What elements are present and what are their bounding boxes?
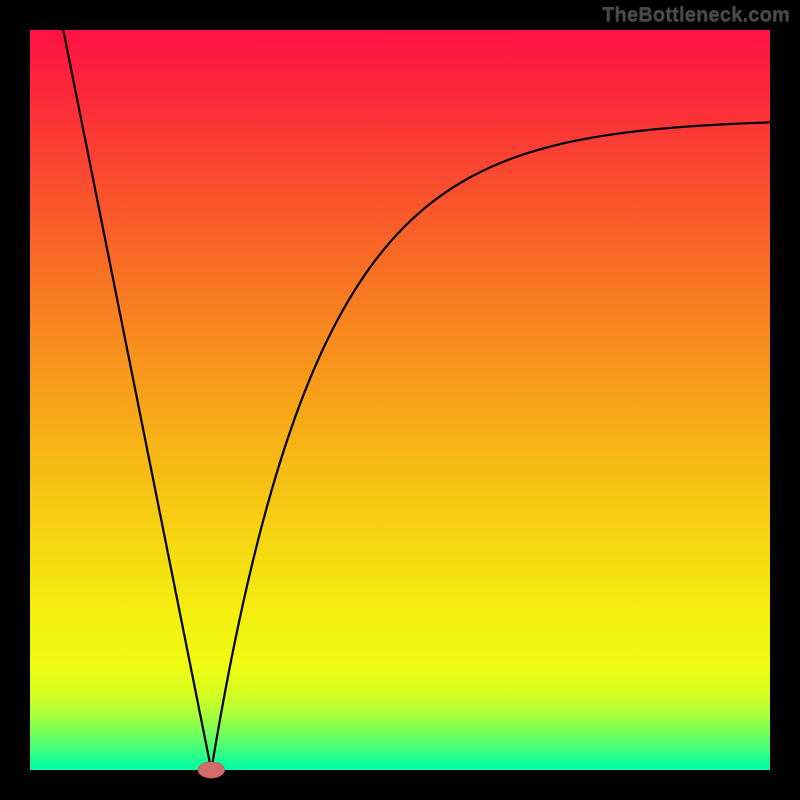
bottleneck-chart bbox=[0, 0, 800, 800]
plot-area bbox=[30, 30, 770, 770]
optimal-point-marker bbox=[198, 762, 225, 778]
watermark-text: TheBottleneck.com bbox=[602, 4, 790, 27]
